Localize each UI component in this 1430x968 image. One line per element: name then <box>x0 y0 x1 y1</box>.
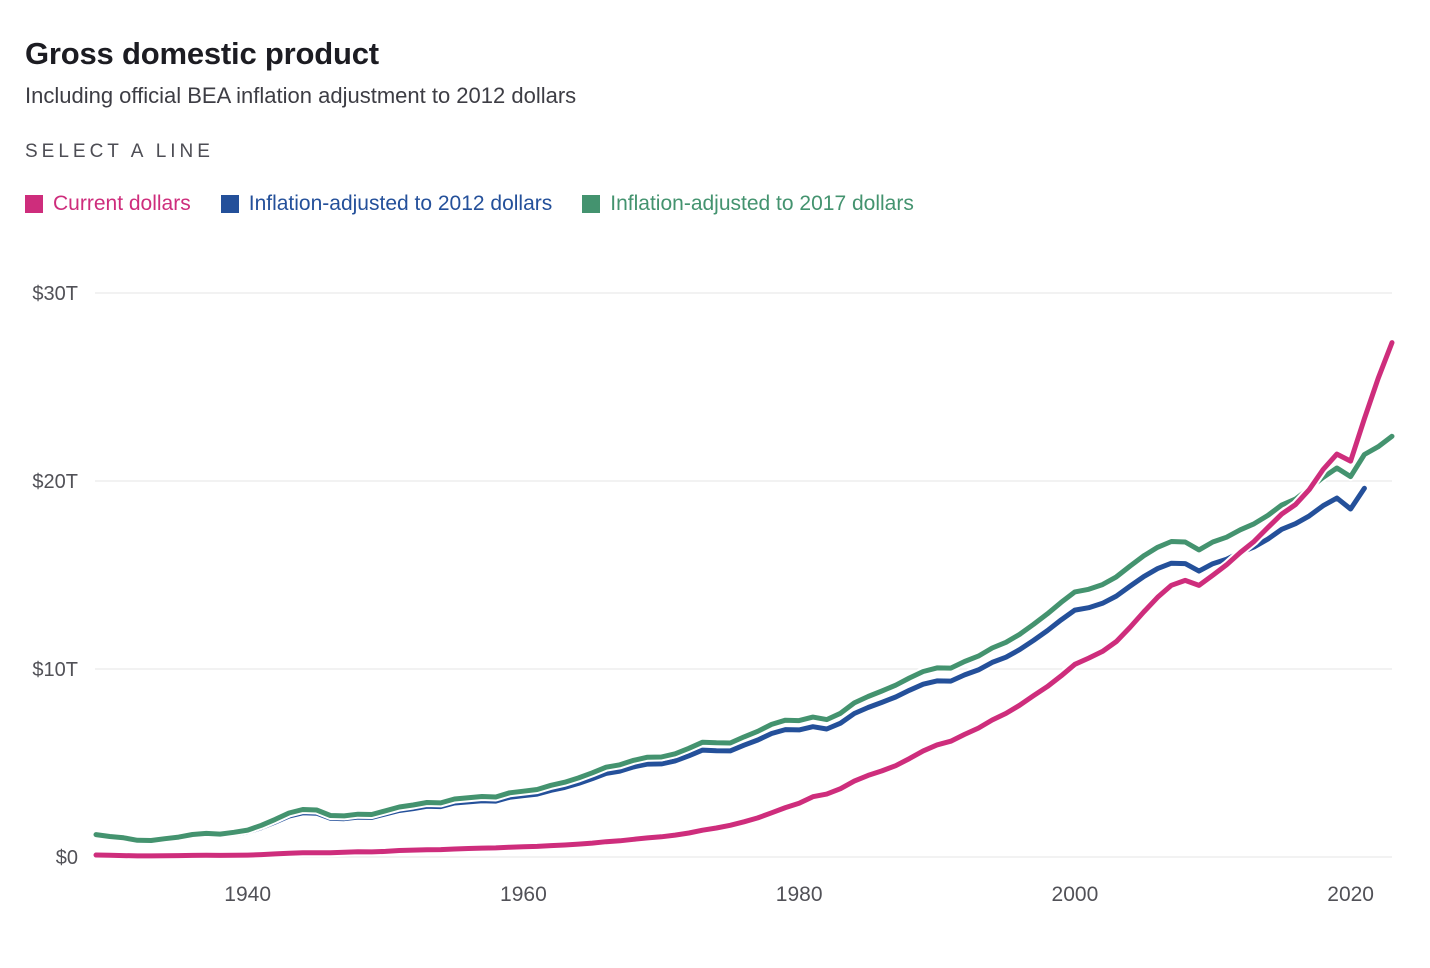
x-axis-tick-2000: 2000 <box>1052 883 1099 906</box>
page-subtitle: Including official BEA inflation adjustm… <box>25 83 577 108</box>
x-axis-tick-1940: 1940 <box>224 883 271 906</box>
legend-swatch-2017-dollars <box>582 195 601 213</box>
y-axis-tick-$0: $0 <box>56 847 78 869</box>
legend-swatch-current-dollars <box>25 195 43 213</box>
y-axis-tick-$10T: $10T <box>32 659 78 681</box>
x-axis-tick-1980: 1980 <box>776 883 823 906</box>
legend-label-current-dollars: Current dollars <box>53 192 191 215</box>
legend-item-2017-dollars[interactable]: Inflation-adjusted to 2017 dollars <box>582 192 914 216</box>
legend-label-2017-dollars: Inflation-adjusted to 2017 dollars <box>610 192 914 215</box>
y-axis-tick-$20T: $20T <box>32 471 78 493</box>
legend-label-2012-dollars: Inflation-adjusted to 2012 dollars <box>248 192 553 215</box>
series-line-current-dollars[interactable] <box>93 340 1395 859</box>
series-casing-current-dollars <box>91 338 1397 861</box>
legend-swatch-2012-dollars <box>220 195 239 213</box>
x-axis-tick-2020: 2020 <box>1327 883 1374 906</box>
x-axis-tick-1960: 1960 <box>500 883 547 906</box>
series-casing-inflation-adjusted-to-2017-dollars <box>91 431 1397 845</box>
legend-heading: SELECT A LINE <box>25 141 214 162</box>
legend: Current dollars Inflation-adjusted to 20… <box>25 192 914 216</box>
series-line-inflation-adjusted-to-2017-dollars[interactable] <box>93 433 1395 843</box>
legend-item-2012-dollars[interactable]: Inflation-adjusted to 2012 dollars <box>220 192 553 216</box>
page-title: Gross domestic product <box>25 36 379 71</box>
legend-item-current-dollars[interactable]: Current dollars <box>25 192 191 216</box>
y-axis-tick-$30T: $30T <box>32 283 78 305</box>
